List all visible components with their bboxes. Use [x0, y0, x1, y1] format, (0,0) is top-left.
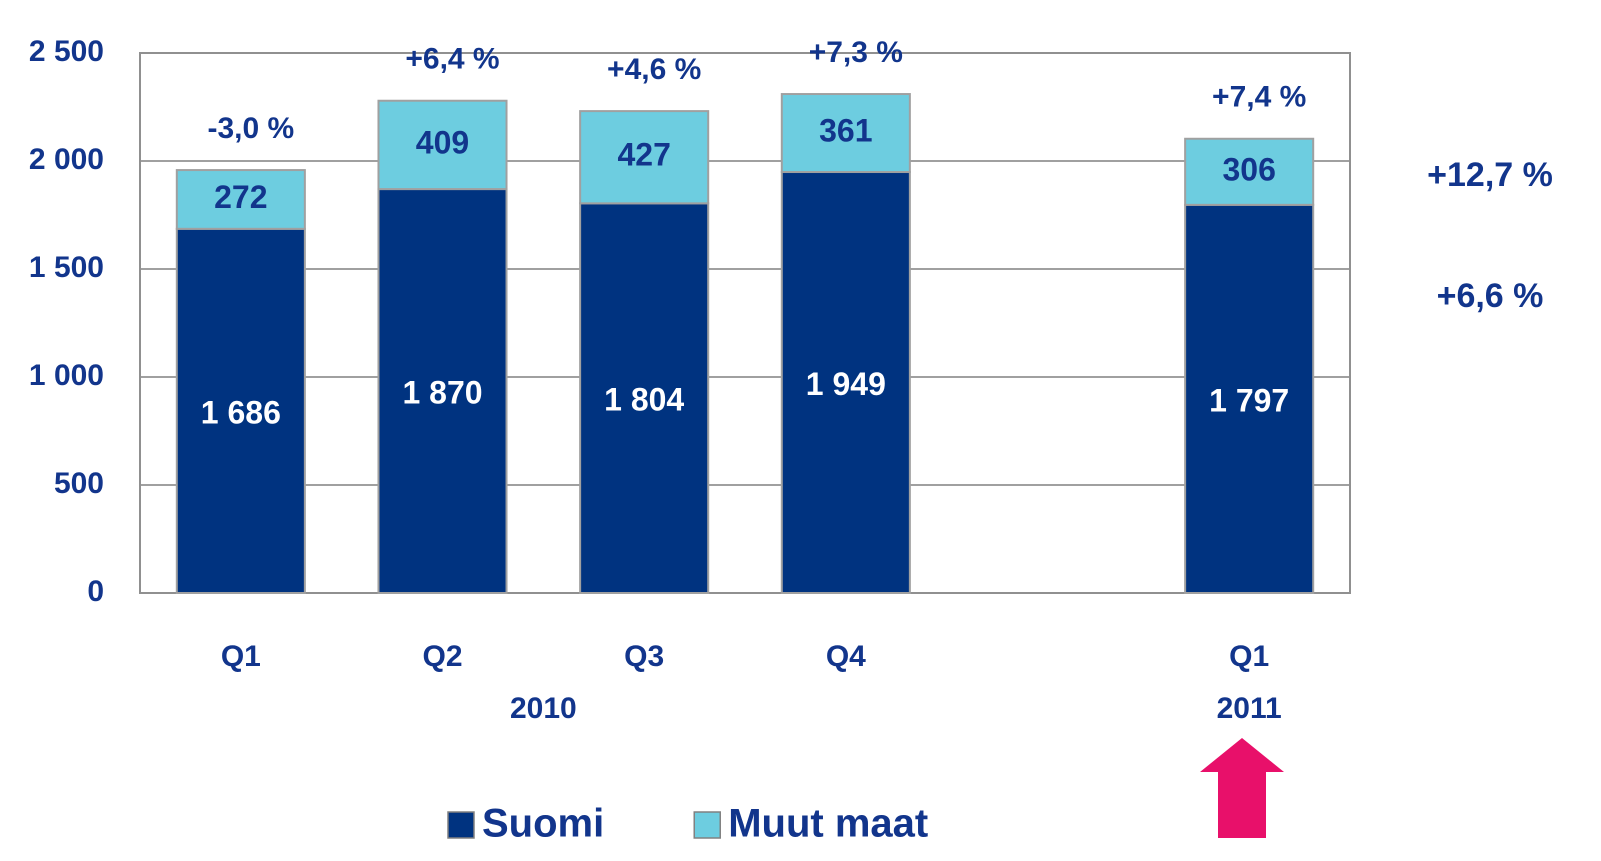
y-tick-label: 2 000 [29, 143, 104, 176]
data-label: 306 [1222, 151, 1275, 187]
growth-label: +7,3 % [809, 36, 903, 69]
side-label: +6,6 % [1437, 277, 1544, 315]
bar-segment [175, 169, 306, 230]
y-tick-label: 1 000 [29, 359, 104, 392]
x-tick-label: Q1 [221, 640, 261, 673]
growth-label: +7,4 % [1212, 81, 1306, 114]
group-label: 2011 [1217, 692, 1282, 725]
bar-segment [579, 110, 710, 205]
plot-border [139, 52, 1351, 594]
legend-swatch [693, 811, 721, 839]
data-label: 427 [617, 137, 670, 173]
bar-segment [1184, 137, 1315, 206]
data-label: 1 686 [201, 394, 281, 430]
bar-segment [377, 99, 508, 191]
group-label: 2010 [510, 692, 577, 725]
bar-segment [1184, 203, 1315, 595]
y-tick-label: 1 500 [29, 251, 104, 284]
growth-label: +4,6 % [607, 53, 701, 86]
data-label: 272 [214, 179, 267, 215]
legend-label: Suomi [482, 802, 604, 846]
x-tick-label: Q2 [422, 640, 462, 673]
growth-label: +6,4 % [405, 43, 499, 76]
x-tick-label: Q3 [624, 640, 664, 673]
data-label: 361 [819, 112, 872, 148]
bar-segment [579, 202, 710, 594]
growth-label: -3,0 % [207, 112, 294, 145]
data-label: 1 949 [806, 366, 886, 402]
legend-label: Muut maat [728, 802, 928, 846]
side-label: +12,7 % [1427, 156, 1553, 194]
bar-segment [780, 171, 911, 595]
bar-segment [377, 188, 508, 595]
bar-segment [780, 93, 911, 174]
data-label: 1 797 [1209, 382, 1289, 418]
x-tick-label: Q4 [826, 640, 866, 673]
y-tick-label: 0 [87, 575, 104, 608]
data-label: 1 804 [604, 382, 684, 418]
y-tick-label: 500 [54, 467, 104, 500]
data-label: 1 870 [402, 374, 482, 410]
x-tick-label: Q1 [1229, 640, 1269, 673]
data-label: 409 [416, 124, 469, 160]
legend-swatch [447, 811, 475, 839]
bar-segment [175, 227, 306, 594]
y-tick-label: 2 500 [29, 35, 104, 68]
highlight-arrow [1200, 738, 1284, 838]
